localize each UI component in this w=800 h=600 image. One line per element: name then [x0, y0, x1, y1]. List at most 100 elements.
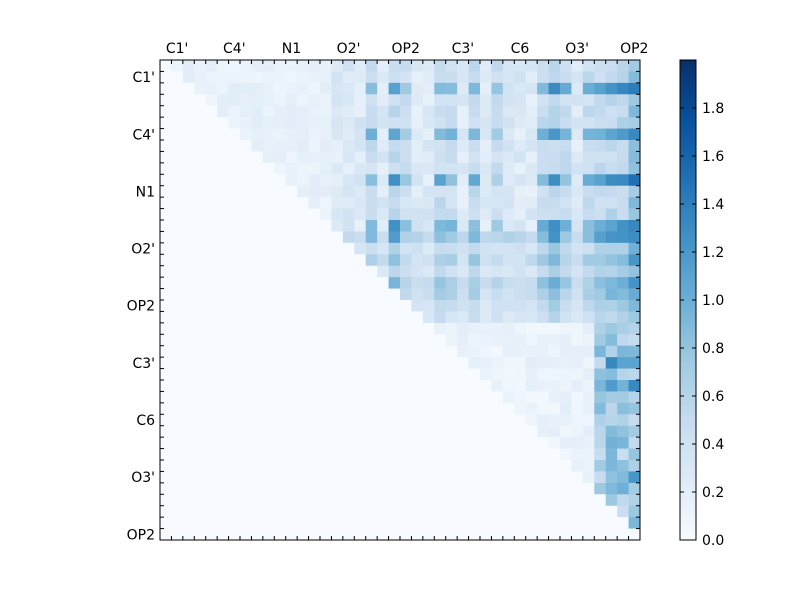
heatmap-cell	[548, 391, 561, 404]
heatmap-cell	[411, 494, 424, 507]
heatmap-cell	[514, 105, 527, 118]
heatmap-cell	[354, 71, 367, 84]
heatmap-cell	[354, 402, 367, 415]
heatmap-cell	[548, 334, 561, 347]
heatmap-cell	[537, 117, 549, 129]
heatmap-cell	[594, 151, 607, 164]
heatmap-cell	[240, 60, 252, 72]
heatmap-cell	[525, 482, 538, 495]
heatmap-cell	[342, 300, 355, 312]
heatmap-cell	[251, 357, 264, 369]
heatmap-cell	[205, 208, 218, 221]
heatmap-cell	[434, 128, 447, 141]
heatmap-cell	[594, 242, 607, 255]
heatmap-cell	[491, 414, 504, 427]
heatmap-cell	[548, 94, 561, 107]
heatmap-cell	[297, 380, 309, 392]
heatmap-cell	[400, 82, 412, 95]
heatmap-cell	[605, 231, 618, 244]
heatmap-cell	[422, 208, 435, 221]
heatmap-cell	[217, 425, 229, 438]
heatmap-cell	[445, 402, 458, 415]
heatmap-cell	[571, 425, 584, 438]
heatmap-cell	[628, 60, 641, 72]
heatmap-cell	[285, 345, 298, 358]
heatmap-cell	[171, 151, 184, 164]
heatmap-cell	[628, 471, 641, 484]
heatmap-cell	[548, 277, 561, 289]
heatmap-cell	[160, 105, 172, 118]
heatmap-cell	[400, 94, 412, 107]
heatmap-cell	[605, 357, 618, 369]
heatmap-cell	[571, 140, 584, 152]
heatmap-cell	[274, 185, 287, 198]
heatmap-cell	[240, 322, 252, 335]
heatmap-cell	[457, 71, 469, 84]
heatmap-cell	[342, 82, 355, 95]
heatmap-cell	[411, 174, 424, 187]
heatmap-cell	[571, 288, 584, 301]
heatmap-cell	[525, 277, 538, 289]
heatmap-cell	[171, 414, 184, 427]
heatmap-cell	[525, 60, 538, 72]
heatmap-cell	[228, 357, 241, 369]
heatmap-cell	[194, 437, 207, 449]
heatmap-cell	[182, 460, 195, 472]
heatmap-cell	[297, 505, 309, 518]
heatmap-cell	[445, 345, 458, 358]
heatmap-cell	[605, 368, 618, 381]
heatmap-cell	[548, 482, 561, 495]
heatmap-cell	[411, 242, 424, 255]
heatmap-cell	[240, 117, 252, 129]
heatmap-cell	[320, 94, 332, 107]
heatmap-cell	[457, 425, 469, 438]
heatmap-cell	[274, 151, 287, 164]
heatmap-cell	[434, 82, 447, 95]
heatmap-cell	[537, 414, 549, 427]
heatmap-cell	[331, 242, 344, 255]
heatmap-cell	[434, 368, 447, 381]
x-tick-label: C4'	[223, 41, 246, 57]
heatmap-cell	[308, 391, 321, 404]
heatmap-cell	[354, 242, 367, 255]
heatmap-cell	[365, 471, 378, 484]
heatmap-cell	[217, 288, 229, 301]
heatmap-cell	[388, 231, 401, 244]
heatmap-cell	[491, 322, 504, 335]
heatmap-cell	[228, 82, 241, 95]
heatmap-cell	[571, 482, 584, 495]
heatmap-cell	[422, 254, 435, 267]
heatmap-cell	[171, 357, 184, 369]
heatmap-cell	[537, 185, 549, 198]
heatmap-cell	[331, 311, 344, 324]
heatmap-cell	[502, 277, 515, 289]
heatmap-cell	[251, 151, 264, 164]
heatmap-cell	[308, 345, 321, 358]
heatmap-cell	[171, 345, 184, 358]
heatmap-cell	[434, 471, 447, 484]
heatmap-cell	[617, 140, 629, 152]
heatmap-cell	[457, 517, 469, 529]
heatmap-cell	[217, 231, 229, 244]
heatmap-cell	[160, 288, 172, 301]
heatmap-cell	[240, 517, 252, 529]
heatmap-cell	[445, 117, 458, 129]
heatmap-cell	[548, 220, 561, 232]
heatmap-cell	[480, 162, 492, 175]
heatmap-cell	[285, 71, 298, 84]
heatmap-cell	[445, 105, 458, 118]
heatmap-cell	[411, 311, 424, 324]
heatmap-cell	[537, 528, 549, 541]
heatmap-cell	[182, 94, 195, 107]
heatmap-cell	[457, 448, 469, 461]
heatmap-cell	[365, 322, 378, 335]
heatmap-cell	[228, 277, 241, 289]
heatmap-cell	[240, 82, 252, 95]
heatmap-cell	[411, 277, 424, 289]
heatmap-cell	[582, 82, 595, 95]
heatmap-cell	[240, 448, 252, 461]
heatmap-cell	[411, 300, 424, 312]
heatmap-cell	[582, 357, 595, 369]
heatmap-cell	[240, 71, 252, 84]
heatmap-cell	[182, 357, 195, 369]
